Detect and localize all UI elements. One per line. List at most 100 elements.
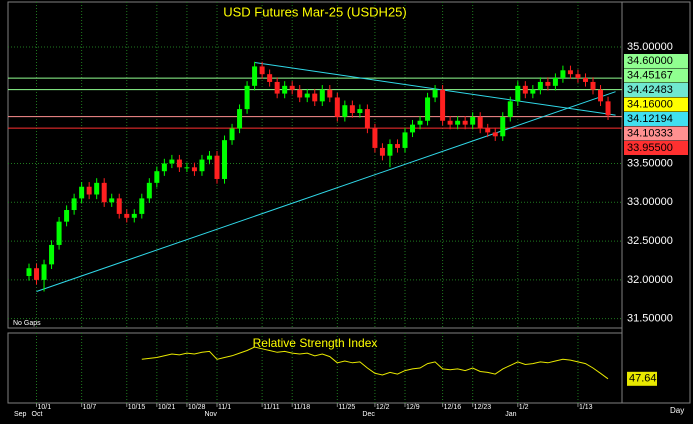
x-tick-label: 12/16	[444, 404, 462, 411]
candle-body	[191, 167, 197, 172]
candle-body	[455, 120, 461, 125]
candle-body	[222, 140, 228, 179]
month-label: Sep	[14, 411, 27, 418]
candle-body	[402, 132, 408, 148]
candle-body	[410, 124, 416, 133]
month-label: Nov	[204, 411, 217, 418]
candle-body	[582, 78, 588, 82]
candle-body	[199, 159, 205, 172]
candle-body	[575, 74, 581, 79]
candle-body	[492, 132, 498, 137]
candle-body	[214, 155, 220, 179]
x-tick-label: 10/28	[188, 404, 206, 411]
x-tick-label: 10/7	[83, 404, 97, 411]
level-label: 33.95500	[627, 142, 673, 154]
y-tick-label: 32.00000	[627, 274, 673, 286]
level-label-box	[624, 111, 688, 126]
candle-body	[357, 109, 363, 113]
candle-body	[364, 109, 370, 129]
candle-body	[507, 101, 513, 117]
candle-body	[274, 81, 280, 94]
level-label-box	[624, 68, 688, 83]
candle-body	[552, 78, 558, 86]
candle-body	[477, 116, 483, 129]
axis-panel	[621, 1, 691, 404]
candle-body	[176, 159, 182, 168]
level-label-box	[624, 53, 688, 68]
candle-body	[252, 66, 258, 86]
rsi-value-label: 47.64	[629, 373, 657, 385]
level-label: 34.42483	[627, 84, 673, 96]
level-label: 34.10333	[627, 127, 673, 139]
y-tick-label: 35.00000	[627, 41, 673, 53]
y-tick-label: 31.50000	[627, 313, 673, 325]
level-label: 34.60000	[627, 55, 673, 67]
x-tick-label: 11/18	[293, 404, 310, 411]
candle-body	[537, 81, 543, 90]
rsi-title: Relative Strength Index	[253, 336, 378, 350]
candle-body	[522, 85, 528, 94]
candle-body	[116, 198, 122, 214]
candle-body	[237, 109, 243, 129]
candle-body	[425, 97, 431, 121]
candle-body	[605, 101, 611, 116]
x-tick-label: 12/23	[474, 404, 492, 411]
candle-body	[560, 70, 566, 79]
candle-body	[567, 70, 573, 75]
y-tick-label: 33.50000	[627, 157, 673, 169]
candle-body	[545, 81, 551, 86]
level-label-box	[624, 126, 688, 141]
candle-body	[56, 221, 62, 245]
candle-body	[169, 159, 175, 164]
candle-body	[86, 186, 92, 195]
candle-body	[485, 128, 491, 133]
candle-body	[447, 120, 453, 125]
x-tick-label: 10/15	[128, 404, 146, 411]
rsi-line	[141, 346, 609, 380]
candle-body	[462, 120, 468, 125]
level-label: 34.16000	[627, 98, 673, 110]
candle-body	[146, 182, 152, 199]
candle-body	[244, 85, 250, 110]
candle-body	[432, 89, 438, 98]
candle-body	[590, 81, 596, 90]
period: Day	[670, 406, 684, 415]
candle-body	[101, 182, 107, 203]
x-tick-label: 11/1	[218, 404, 231, 411]
candle-body	[349, 105, 355, 113]
level-label: 34.45167	[627, 69, 673, 81]
candle-body	[26, 268, 32, 276]
level-label-box	[624, 97, 688, 112]
x-tick-label: 1/13	[579, 404, 593, 411]
candle-body	[34, 268, 40, 280]
candle-body	[334, 97, 340, 117]
candle-body	[139, 198, 145, 214]
y-tick-label: 32.50000	[627, 235, 673, 247]
candle-body	[598, 89, 604, 102]
candle-body	[515, 85, 521, 102]
candle-body	[131, 213, 137, 218]
level-label: 34.12194	[627, 113, 673, 125]
candle-body	[500, 116, 506, 137]
candle-body	[319, 89, 325, 102]
rsi-label-box	[627, 371, 657, 386]
candle-body	[71, 198, 77, 211]
candle-body	[259, 66, 265, 75]
candle-body	[79, 186, 85, 199]
candle-body	[440, 89, 446, 121]
candle-body	[64, 210, 70, 222]
trendline	[36, 91, 616, 292]
x-tick-label: 11/25	[338, 404, 355, 411]
candle-body	[282, 85, 288, 94]
candle-body	[372, 128, 378, 148]
candle-body	[342, 105, 348, 117]
candle-body	[327, 89, 333, 98]
x-tick-label: 1/2	[519, 404, 529, 411]
marks	[8, 61, 622, 380]
candle-body	[304, 93, 310, 98]
grid	[8, 2, 622, 407]
month-label: Jan	[505, 411, 516, 418]
